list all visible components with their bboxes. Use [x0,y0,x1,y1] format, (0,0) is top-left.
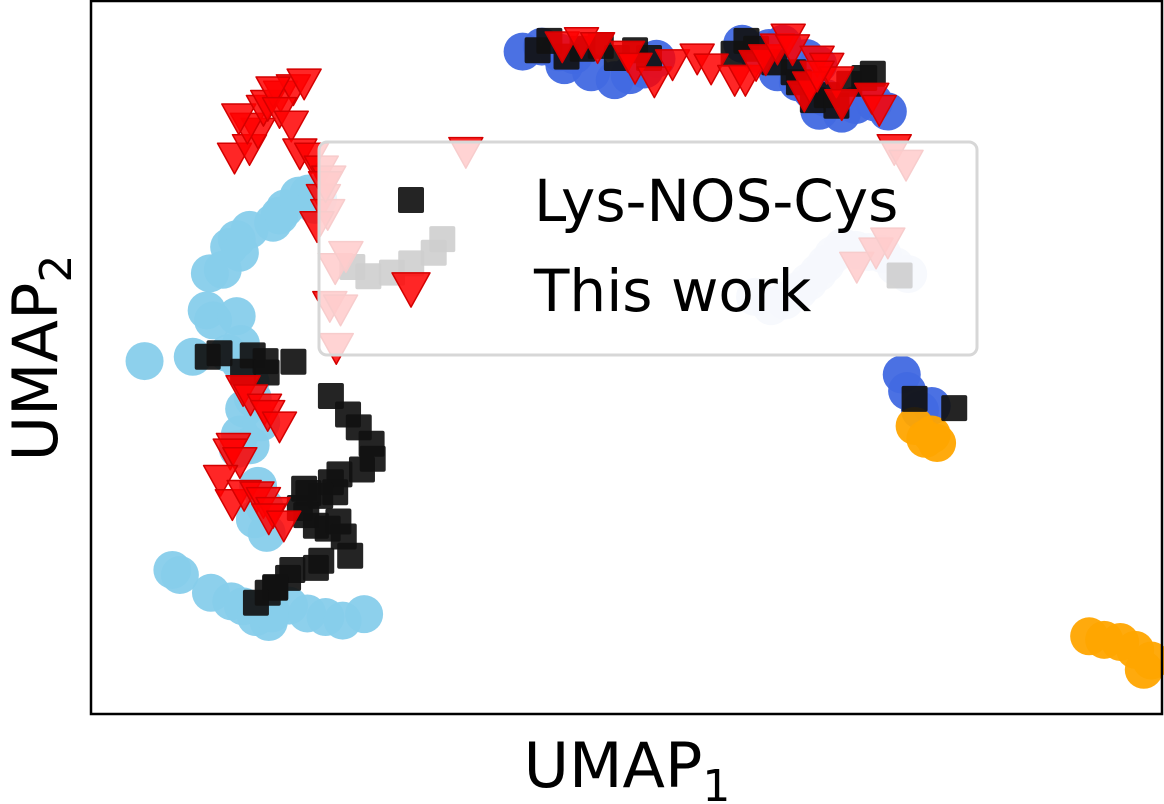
this-work-point [654,49,691,82]
legend-entries: Lys-NOS-Cys This work [391,167,898,325]
background-point [345,595,384,634]
lys-nos-cys-point [302,554,329,581]
this-work-point [799,60,835,93]
this-work-point [774,34,811,67]
legend-label: This work [533,257,812,325]
this-work-point [266,510,302,543]
this-work-point [818,66,855,99]
background-point [160,555,199,594]
lys-nos-cys-point [901,385,928,412]
legend-box [317,140,979,357]
lys-nos-cys-point [859,60,886,87]
this-work-point [286,68,322,101]
background-point [906,419,945,458]
lys-nos-cys-point [206,340,233,367]
lys-nos-cys-point [348,456,375,483]
lys-nos-cys-point [941,395,968,422]
y-axis-label-base: UMAP [0,283,72,462]
background-point [217,297,256,336]
background-point [1124,650,1163,689]
x-axis-label: UMAP1 [524,729,731,804]
x-axis-label-base: UMAP [524,729,703,802]
background-point [125,342,164,381]
lys-nos-cys-point [337,542,364,569]
legend: Lys-NOS-Cys This work [317,140,979,357]
lys-nos-cys-point [280,348,307,375]
y-axis-label: UMAP2 [0,255,82,462]
this-work-point [861,94,898,127]
lys-nos-cys-point [242,589,269,616]
legend-triangle-icon [391,272,431,308]
this-work-point [222,446,258,480]
background-point [190,254,229,293]
lys-nos-cys-point [253,359,280,386]
series-background-orange [895,406,1164,689]
this-work-point [273,110,310,143]
plot-frame [89,0,1164,716]
this-work-point [255,76,291,109]
legend-square-icon [398,187,424,213]
legend-entry: This work [391,257,812,325]
this-work-point [636,66,673,99]
legend-label: Lys-NOS-Cys [534,167,898,235]
y-axis-label-subscript: 2 [31,255,82,283]
this-work-point [824,89,860,122]
this-work-point [579,32,616,65]
this-work-point [221,103,257,136]
this-work-point [261,411,298,444]
x-axis-label-subscript: 1 [702,761,730,804]
legend-entry: Lys-NOS-Cys [398,167,898,235]
